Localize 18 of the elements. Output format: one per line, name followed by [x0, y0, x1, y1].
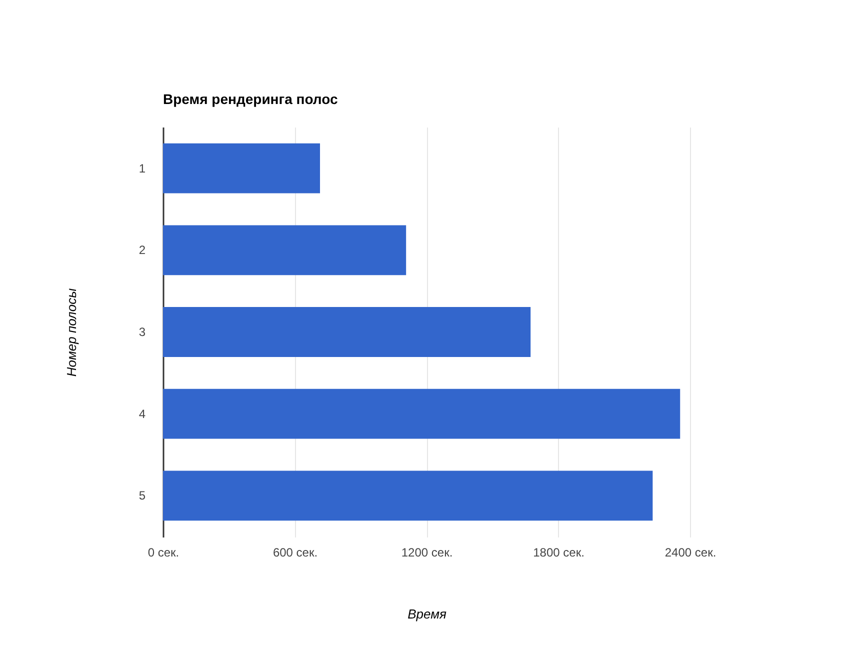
x-tick-label: 1200 сек.	[401, 546, 453, 560]
x-tick-label: 0 сек.	[148, 546, 180, 560]
bar	[163, 388, 680, 439]
y-axis-title: Номер полосы	[64, 288, 79, 377]
bar	[163, 470, 653, 521]
x-tick-label: 1800 сек.	[533, 546, 584, 560]
y-tick-label: 4	[138, 406, 146, 421]
bar	[163, 225, 406, 276]
y-tick-label: 2	[138, 243, 146, 258]
x-axis-title: Время	[408, 606, 446, 622]
chart-title: Время рендеринга полос	[163, 91, 338, 107]
bar	[163, 307, 531, 357]
x-tick-label: 600 сек.	[272, 546, 318, 560]
x-tick-label: 2400 сек.	[664, 546, 716, 560]
y-tick-label: 1	[138, 161, 146, 176]
y-tick-label: 3	[138, 325, 146, 339]
y-tick-label: 5	[138, 488, 146, 503]
bar	[163, 143, 320, 194]
